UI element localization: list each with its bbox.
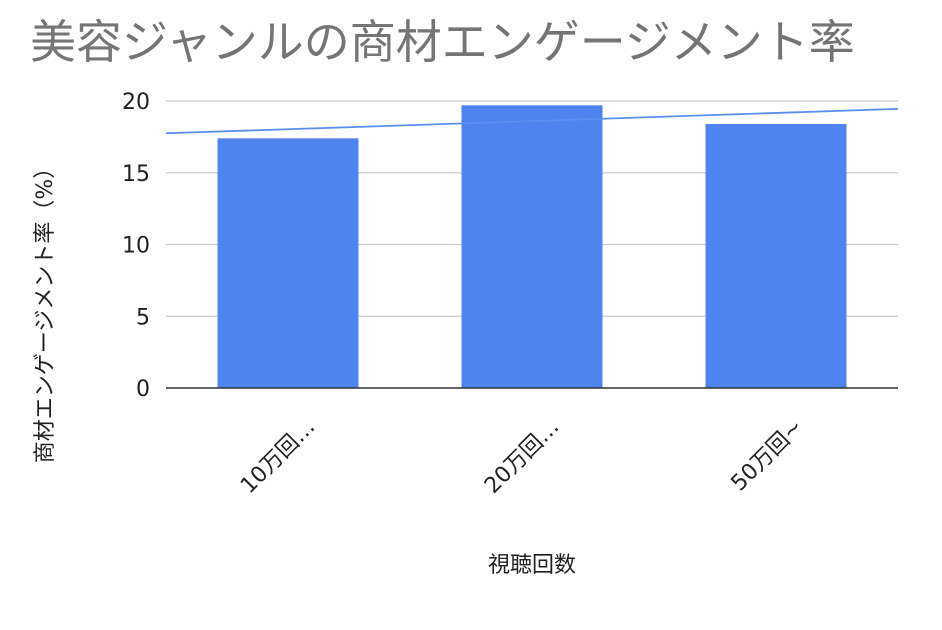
x-tick-label: 10万回…	[236, 415, 320, 499]
x-tick-label: 20万回…	[480, 415, 564, 499]
bar-3[interactable]	[705, 123, 847, 389]
trendline	[165, 107, 899, 135]
y-tick-label: 20	[122, 90, 150, 115]
chart-title: 美容ジャンルの商材エンゲージメント率	[30, 15, 855, 69]
x-tick-label: 50万回~	[727, 415, 809, 497]
bar-2[interactable]	[461, 105, 603, 389]
bar-1[interactable]	[217, 138, 359, 388]
trendline-group	[165, 107, 899, 135]
y-tick-label: 5	[136, 305, 150, 330]
y-tick-label: 0	[136, 377, 150, 402]
x-axis-title: 視聴回数	[488, 553, 576, 578]
y-axis-title: 商材エンゲージメント率（%）	[33, 157, 58, 463]
y-tick-label: 10	[122, 234, 150, 259]
bars	[217, 105, 847, 389]
y-tick-label: 15	[122, 162, 150, 187]
